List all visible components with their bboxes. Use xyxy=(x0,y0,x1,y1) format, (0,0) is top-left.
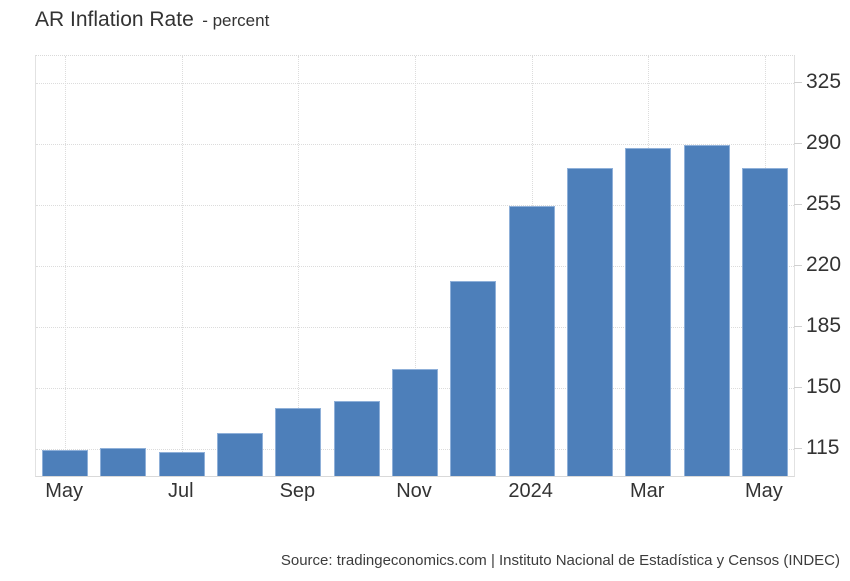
chart-unit-label: - percent xyxy=(202,11,270,30)
bar-jul-2023[interactable] xyxy=(158,451,205,476)
y-axis-tick xyxy=(794,82,802,83)
bar-aug-2023[interactable] xyxy=(217,432,264,476)
horizontal-gridline xyxy=(36,266,794,267)
bar-jun-2023[interactable] xyxy=(100,447,147,476)
y-axis-label: 220 xyxy=(806,253,842,276)
x-axis-label: Mar xyxy=(629,480,665,502)
y-axis-tick xyxy=(794,265,802,266)
x-axis-label: Nov xyxy=(396,480,432,502)
y-axis-tick xyxy=(794,447,802,449)
bar-dec-2023[interactable] xyxy=(450,281,497,476)
bar-jan-2024[interactable] xyxy=(508,206,555,476)
horizontal-gridline xyxy=(36,83,794,84)
chart-title: AR Inflation Rate xyxy=(35,8,194,31)
x-axis-label: May xyxy=(744,480,783,502)
y-axis-label: 115 xyxy=(806,435,840,459)
horizontal-gridline xyxy=(36,205,794,206)
x-axis-label: May xyxy=(45,480,84,502)
horizontal-gridline xyxy=(36,144,794,145)
horizontal-gridline xyxy=(36,326,794,328)
y-axis-tick xyxy=(794,204,802,205)
source-attribution: Source: tradingeconomics.com | Instituto… xyxy=(280,552,840,569)
y-axis-label: 290 xyxy=(806,131,842,154)
y-axis-label: 255 xyxy=(806,192,842,215)
bar-may-2023[interactable] xyxy=(42,450,89,476)
y-axis-label: 150 xyxy=(806,374,842,398)
bar-may-2024[interactable] xyxy=(741,167,788,476)
bar-mar-2024[interactable] xyxy=(625,147,672,476)
x-axis-label: Sep xyxy=(279,480,316,502)
bar-nov-2023[interactable] xyxy=(392,369,438,476)
x-axis-label: 2024 xyxy=(508,480,553,502)
bar-oct-2023[interactable] xyxy=(333,400,380,476)
y-axis-tick xyxy=(794,143,802,144)
bar-sep-2023[interactable] xyxy=(275,408,322,476)
y-axis-label: 185 xyxy=(806,313,842,337)
x-axis-label: Jul xyxy=(167,480,194,502)
bar-apr-2024[interactable] xyxy=(683,145,730,476)
y-axis-tick xyxy=(794,325,802,327)
chart-title-block: AR Inflation Rate - percent xyxy=(35,8,269,32)
y-axis-tick xyxy=(794,386,802,388)
y-axis-label: 325 xyxy=(806,70,842,93)
plot-area xyxy=(35,55,795,477)
bar-feb-2024[interactable] xyxy=(566,168,613,476)
